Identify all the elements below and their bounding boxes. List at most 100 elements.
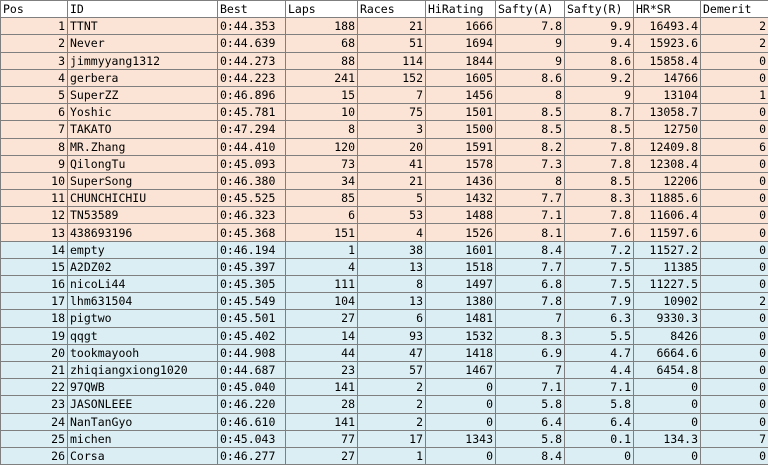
cell-hirating[interactable]: 1481 — [425, 309, 496, 328]
header-pos[interactable]: Pos — [0, 0, 68, 19]
cell-hirating[interactable]: 1418 — [425, 343, 496, 362]
cell-races[interactable]: 7 — [357, 85, 426, 105]
cell-races[interactable]: 5 — [357, 189, 426, 208]
header-hirating[interactable]: HiRating — [425, 0, 496, 19]
cell-pos[interactable]: 9 — [0, 154, 68, 173]
cell-id[interactable]: TTNT — [67, 17, 218, 36]
cell-laps[interactable]: 10 — [285, 103, 358, 122]
cell-id[interactable]: 97QWB — [67, 378, 218, 397]
cell-safty-a[interactable]: 8.4 — [495, 240, 565, 259]
cell-laps[interactable]: 27 — [285, 446, 358, 465]
cell-safty-r[interactable]: 6.3 — [564, 309, 634, 328]
cell-safty-a[interactable]: 8.4 — [495, 446, 565, 465]
cell-best[interactable]: 0:46.220 — [217, 395, 286, 414]
cell-best[interactable]: 0:45.368 — [217, 223, 286, 242]
cell-id[interactable]: gerbera — [67, 68, 218, 87]
cell-pos[interactable]: 18 — [0, 309, 68, 328]
cell-id[interactable]: TAKATO — [67, 120, 218, 139]
cell-id[interactable]: nicoLi44 — [67, 274, 218, 294]
cell-safty-a[interactable]: 7.8 — [495, 292, 565, 311]
cell-safty-r[interactable]: 7.5 — [564, 274, 634, 294]
cell-hr-sr[interactable]: 11597.6 — [633, 223, 701, 242]
cell-safty-a[interactable]: 6.4 — [495, 412, 565, 431]
cell-id[interactable]: jimmyyang1312 — [67, 51, 218, 70]
cell-laps[interactable]: 111 — [285, 274, 358, 294]
cell-safty-a[interactable]: 8.6 — [495, 68, 565, 87]
cell-hirating[interactable]: 1488 — [425, 206, 496, 225]
cell-hirating[interactable]: 1501 — [425, 103, 496, 122]
cell-demerit[interactable]: 0 — [700, 154, 768, 173]
cell-hirating[interactable]: 1467 — [425, 360, 496, 380]
cell-pos[interactable]: 26 — [0, 446, 68, 465]
cell-id[interactable]: Never — [67, 34, 218, 53]
cell-laps[interactable]: 73 — [285, 154, 358, 173]
cell-best[interactable]: 0:44.908 — [217, 343, 286, 362]
cell-hirating[interactable]: 1380 — [425, 292, 496, 311]
cell-pos[interactable]: 23 — [0, 395, 68, 414]
cell-best[interactable]: 0:45.549 — [217, 292, 286, 311]
cell-id[interactable]: 438693196 — [67, 223, 218, 242]
cell-hirating[interactable]: 0 — [425, 378, 496, 397]
cell-races[interactable]: 75 — [357, 103, 426, 122]
cell-pos[interactable]: 17 — [0, 292, 68, 311]
header-safty-r[interactable]: Safty(R) — [564, 0, 634, 19]
cell-safty-a[interactable]: 8.3 — [495, 326, 565, 345]
cell-id[interactable]: empty — [67, 240, 218, 259]
cell-safty-r[interactable]: 7.5 — [564, 257, 634, 277]
header-laps[interactable]: Laps — [285, 0, 358, 19]
cell-hirating[interactable]: 1844 — [425, 51, 496, 70]
cell-races[interactable]: 17 — [357, 429, 426, 448]
cell-safty-r[interactable]: 6.4 — [564, 412, 634, 431]
cell-demerit[interactable]: 0 — [700, 103, 768, 122]
cell-demerit[interactable]: 0 — [700, 378, 768, 397]
cell-hirating[interactable]: 1532 — [425, 326, 496, 345]
cell-demerit[interactable]: 0 — [700, 412, 768, 431]
cell-hirating[interactable]: 0 — [425, 395, 496, 414]
cell-pos[interactable]: 22 — [0, 378, 68, 397]
cell-best[interactable]: 0:44.273 — [217, 51, 286, 70]
cell-demerit[interactable]: 0 — [700, 223, 768, 242]
cell-safty-a[interactable]: 8.1 — [495, 223, 565, 242]
cell-pos[interactable]: 4 — [0, 68, 68, 87]
cell-best[interactable]: 0:45.402 — [217, 326, 286, 345]
cell-hr-sr[interactable]: 8426 — [633, 326, 701, 345]
cell-laps[interactable]: 23 — [285, 360, 358, 380]
cell-demerit[interactable]: 0 — [700, 395, 768, 414]
cell-races[interactable]: 1 — [357, 446, 426, 465]
cell-laps[interactable]: 151 — [285, 223, 358, 242]
cell-laps[interactable]: 141 — [285, 412, 358, 431]
cell-laps[interactable]: 104 — [285, 292, 358, 311]
cell-demerit[interactable]: 0 — [700, 206, 768, 225]
cell-id[interactable]: A2DZ02 — [67, 257, 218, 277]
cell-races[interactable]: 2 — [357, 378, 426, 397]
cell-safty-a[interactable]: 8.5 — [495, 120, 565, 139]
cell-hirating[interactable]: 1500 — [425, 120, 496, 139]
cell-id[interactable]: Corsa — [67, 446, 218, 465]
cell-safty-a[interactable]: 5.8 — [495, 429, 565, 448]
cell-races[interactable]: 2 — [357, 395, 426, 414]
cell-demerit[interactable]: 0 — [700, 240, 768, 259]
cell-pos[interactable]: 16 — [0, 274, 68, 294]
cell-safty-r[interactable]: 4.4 — [564, 360, 634, 380]
cell-races[interactable]: 2 — [357, 412, 426, 431]
cell-id[interactable]: MR.Zhang — [67, 137, 218, 156]
cell-pos[interactable]: 15 — [0, 257, 68, 277]
cell-pos[interactable]: 8 — [0, 137, 68, 156]
cell-hr-sr[interactable]: 11527.2 — [633, 240, 701, 259]
cell-hr-sr[interactable]: 0 — [633, 412, 701, 431]
cell-demerit[interactable]: 0 — [700, 360, 768, 380]
cell-demerit[interactable]: 0 — [700, 326, 768, 345]
cell-demerit[interactable]: 0 — [700, 171, 768, 191]
cell-races[interactable]: 3 — [357, 120, 426, 139]
cell-hr-sr[interactable]: 6454.8 — [633, 360, 701, 380]
cell-races[interactable]: 53 — [357, 206, 426, 225]
cell-id[interactable]: michen — [67, 429, 218, 448]
cell-id[interactable]: QilongTu — [67, 154, 218, 173]
cell-best[interactable]: 0:46.323 — [217, 206, 286, 225]
cell-pos[interactable]: 3 — [0, 51, 68, 70]
cell-safty-a[interactable]: 8.2 — [495, 137, 565, 156]
cell-best[interactable]: 0:46.194 — [217, 240, 286, 259]
cell-best[interactable]: 0:46.896 — [217, 85, 286, 105]
cell-safty-r[interactable]: 8.3 — [564, 189, 634, 208]
cell-hr-sr[interactable]: 10902 — [633, 292, 701, 311]
